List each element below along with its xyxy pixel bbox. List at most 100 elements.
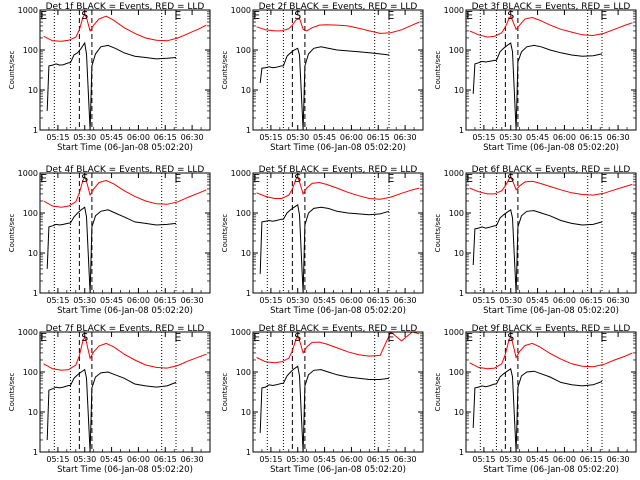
events-series-line [259,203,390,294]
y-tick-label: 1 [246,448,251,457]
events-series-line [46,206,177,294]
plot-frame [39,172,211,294]
x-tick-label: 06:15 [154,133,177,142]
x-tick-label: 05:15 [472,133,495,142]
y-axis-label: Counts/sec [8,214,16,253]
interval-marker: S [81,9,88,22]
interval-marker: E [466,9,473,22]
y-tick-label: 1000 [231,169,251,178]
chart-title: Det 7f BLACK = Events, RED = LLD [46,324,205,334]
y-tick-label: 1000 [444,328,464,337]
interval-marker: E [40,172,47,185]
x-tick-label: 05:45 [313,133,336,142]
y-tick-label: 10 [454,249,464,258]
x-tick-label: 06:30 [181,296,204,305]
interval-marker: E [253,331,260,344]
lld-series-line [256,331,420,364]
chart-title: Det 8f BLACK = Events, RED = LLD [259,324,418,334]
detector-panel: Det 9f BLACK = Events, RED = LLD 1 10 100 10… [434,324,637,475]
x-axis-label: Start Time (06-Jan-08 05:02:20) [483,143,619,153]
y-axis-label: Counts/sec [221,373,229,412]
x-tick-label: 06:15 [367,455,390,464]
interval-marker: E [253,172,260,185]
x-axis-label: Start Time (06-Jan-08 05:02:20) [57,465,193,475]
x-tick-label: 06:00 [553,296,576,305]
interval-marker: E [40,331,47,344]
detector-panel: Det 7f BLACK = Events, RED = LLD 1 10 100 10… [8,324,211,475]
y-axis-label: Counts/sec [8,51,16,90]
interval-marker: S [507,331,514,344]
y-tick-label: 100 [236,46,251,55]
events-series-line [472,208,603,294]
x-tick-label: 05:45 [313,455,336,464]
events-series-line [46,368,177,453]
x-tick-label: 06:00 [340,133,363,142]
chart-title: Det 6f BLACK = Events, RED = LLD [472,165,631,175]
x-tick-label: 06:15 [154,455,177,464]
x-tick-label: 06:15 [580,133,603,142]
x-axis-label: Start Time (06-Jan-08 05:02:20) [270,306,406,316]
lld-series-line [43,175,207,208]
events-series-line [472,367,603,453]
detector-panel: Det 8f BLACK = Events, RED = LLD 1 10 100 10… [221,324,424,475]
events-series-line [46,41,177,131]
x-tick-label: 06:15 [367,296,390,305]
lld-series-line [469,15,633,38]
plot-frame [39,331,211,453]
x-tick-label: 05:15 [46,455,69,464]
y-tick-label: 100 [236,209,251,218]
x-tick-label: 05:30 [73,133,96,142]
interval-marker: E [253,9,260,22]
interval-marker: E [174,9,181,22]
plot-frame [252,172,424,294]
y-tick-label: 1000 [231,6,251,15]
x-tick-label: 06:30 [607,133,630,142]
y-tick-label: 1 [246,126,251,135]
lld-series-line [256,17,420,34]
x-tick-label: 06:30 [394,455,417,464]
y-tick-label: 10 [241,86,251,95]
x-axis-label: Start Time (06-Jan-08 05:02:20) [57,143,193,153]
interval-marker: S [507,9,514,22]
y-axis-label: Counts/sec [221,51,229,90]
x-tick-label: 06:30 [394,133,417,142]
y-tick-label: 10 [241,408,251,417]
y-tick-label: 100 [449,209,464,218]
y-tick-label: 1000 [444,169,464,178]
interval-marker: E [387,172,394,185]
events-series-line [259,365,390,453]
y-tick-label: 1000 [18,6,38,15]
x-tick-label: 05:30 [499,455,522,464]
interval-marker: S [81,331,88,344]
detector-panel: Det 3f BLACK = Events, RED = LLD 1 10 100 10… [434,2,637,153]
y-axis-label: Counts/sec [221,214,229,253]
y-tick-label: 10 [454,86,464,95]
x-tick-label: 06:15 [580,296,603,305]
x-tick-label: 06:00 [553,455,576,464]
y-tick-label: 1000 [231,328,251,337]
y-tick-label: 10 [241,249,251,258]
y-tick-label: 100 [449,46,464,55]
x-axis-label: Start Time (06-Jan-08 05:02:20) [270,465,406,475]
y-tick-label: 10 [454,408,464,417]
interval-marker: S [294,331,301,344]
x-tick-label: 05:30 [286,133,309,142]
lld-series-line [469,175,633,196]
interval-marker: E [40,9,47,22]
interval-marker: E [174,172,181,185]
x-tick-label: 06:15 [580,455,603,464]
x-tick-label: 05:45 [100,296,123,305]
events-series-line [472,42,603,131]
lld-series-line [43,335,207,371]
y-tick-label: 1 [33,289,38,298]
x-tick-label: 05:15 [259,296,282,305]
interval-marker: E [466,331,473,344]
y-tick-label: 1 [459,289,464,298]
x-axis-label: Start Time (06-Jan-08 05:02:20) [270,143,406,153]
x-tick-label: 06:00 [127,296,150,305]
interval-marker: S [81,172,88,185]
x-tick-label: 05:30 [499,133,522,142]
chart-title: Det 3f BLACK = Events, RED = LLD [472,2,631,12]
detector-panel: Det 4f BLACK = Events, RED = LLD 1 10 100 10… [8,165,211,316]
